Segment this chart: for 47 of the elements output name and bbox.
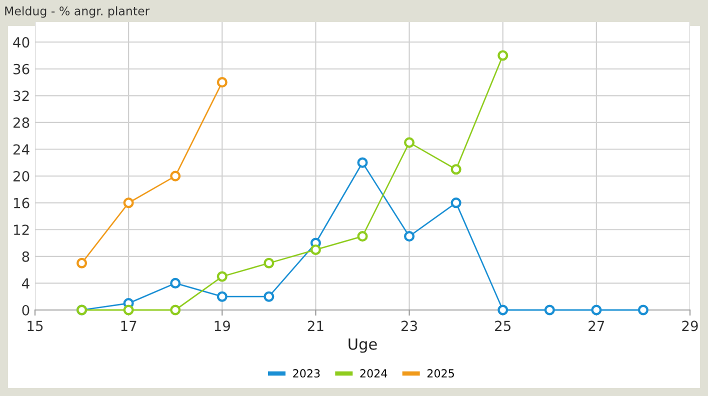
- point: [216, 291, 228, 302]
- legend-label: 2024: [360, 369, 388, 378]
- point: [170, 170, 181, 182]
- x-tick-label: 21: [308, 320, 324, 331]
- point: [123, 304, 134, 316]
- point: [638, 304, 648, 316]
- point: [357, 231, 368, 242]
- x-tick-label: 27: [588, 320, 604, 331]
- point: [170, 304, 181, 316]
- point: [216, 271, 228, 282]
- point: [450, 198, 462, 208]
- y-tick-label: 40: [13, 37, 30, 48]
- point: [498, 50, 508, 61]
- x-tick-label: 15: [28, 320, 43, 332]
- y-tick-label: 28: [13, 117, 30, 128]
- y-tick-label: 4: [22, 278, 30, 288]
- y-tick-label: 36: [14, 64, 30, 74]
- x-tick-label: 17: [121, 320, 136, 331]
- point: [404, 231, 415, 242]
- point: [76, 258, 88, 268]
- point: [404, 137, 415, 148]
- point: [498, 304, 508, 316]
- point: [591, 304, 602, 316]
- point: [170, 278, 181, 288]
- y-tick-label: 0: [22, 304, 30, 316]
- point: [310, 244, 321, 255]
- y-tick-label: 24: [13, 144, 30, 155]
- point: [123, 198, 134, 208]
- x-tick-label: 25: [495, 320, 510, 332]
- point: [357, 157, 368, 168]
- legend-label: 2023: [293, 369, 320, 378]
- legend-label: 2025: [427, 369, 454, 378]
- y-tick-label: 20: [13, 171, 30, 182]
- chart-title: Meldug - % angr. planter: [5, 6, 150, 18]
- x-tick-label: 29: [682, 320, 698, 332]
- y-tick-label: 32: [14, 90, 29, 102]
- x-tick-label: 19: [214, 320, 230, 332]
- point: [450, 164, 462, 175]
- point: [264, 291, 274, 302]
- x-axis-title: Uge: [348, 338, 377, 353]
- x-tick-label: 23: [401, 320, 418, 332]
- point: [544, 304, 555, 316]
- y-tick-label: 12: [14, 224, 29, 235]
- point: [216, 77, 228, 88]
- point: [264, 258, 274, 268]
- y-tick-label: 8: [22, 251, 30, 262]
- y-tick-label: 16: [14, 198, 30, 208]
